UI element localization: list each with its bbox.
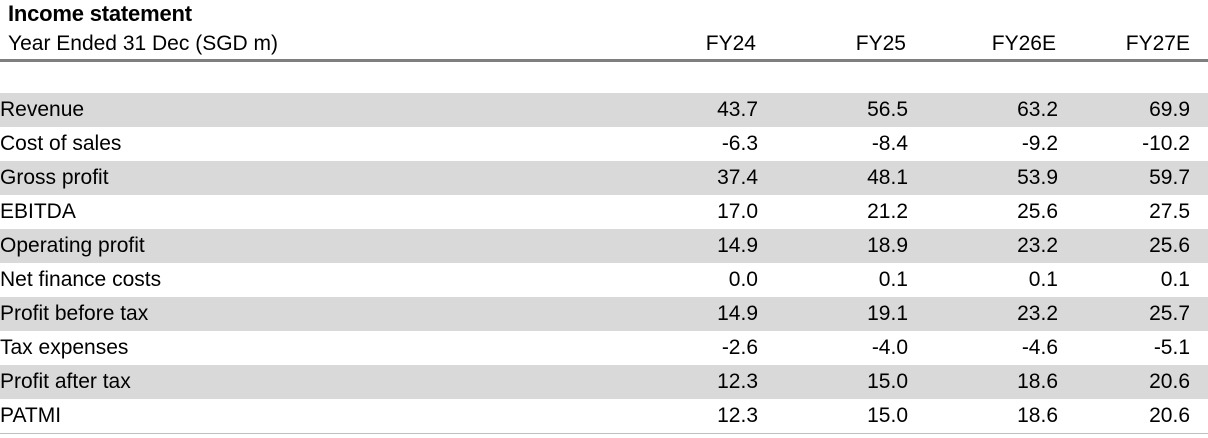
- cell-value: -9.2: [908, 127, 1058, 161]
- cell-value: 12.3: [608, 399, 758, 434]
- cell-value: 56.5: [758, 93, 908, 127]
- column-header-fy26e: FY26E: [908, 28, 1058, 62]
- table-row: PATMI 12.3 15.0 18.6 20.6: [0, 399, 1208, 434]
- row-label: Operating profit: [0, 229, 608, 263]
- cell-value: 18.9: [758, 229, 908, 263]
- table-row: Profit before tax 14.9 19.1 23.2 25.7: [0, 297, 1208, 331]
- table-title: Income statement: [8, 1, 192, 26]
- cell-value: 0.1: [908, 263, 1058, 297]
- cell-value: 69.9: [1058, 93, 1208, 127]
- cell-value: -8.4: [758, 127, 908, 161]
- income-statement-table: Year Ended 31 Dec (SGD m) FY24 FY25 FY26…: [0, 28, 1208, 434]
- row-label: Net finance costs: [0, 263, 608, 297]
- cell-value: 25.6: [1058, 229, 1208, 263]
- table-row: EBITDA 17.0 21.2 25.6 27.5: [0, 195, 1208, 229]
- cell-value: 0.0: [608, 263, 758, 297]
- cell-value: 14.9: [608, 297, 758, 331]
- table-row: Revenue 43.7 56.5 63.2 69.9: [0, 93, 1208, 127]
- cell-value: 53.9: [908, 161, 1058, 195]
- cell-value: 18.6: [908, 365, 1058, 399]
- row-label: Revenue: [0, 93, 608, 127]
- cell-value: 20.6: [1058, 365, 1208, 399]
- column-header-fy25: FY25: [758, 28, 908, 62]
- cell-value: 17.0: [608, 195, 758, 229]
- table-row: Gross profit 37.4 48.1 53.9 59.7: [0, 161, 1208, 195]
- cell-value: 25.7: [1058, 297, 1208, 331]
- cell-value: 20.6: [1058, 399, 1208, 434]
- cell-value: 43.7: [608, 93, 758, 127]
- row-label: Profit after tax: [0, 365, 608, 399]
- cell-value: -10.2: [1058, 127, 1208, 161]
- row-label: Profit before tax: [0, 297, 608, 331]
- table-row: Cost of sales -6.3 -8.4 -9.2 -10.2: [0, 127, 1208, 161]
- cell-value: 59.7: [1058, 161, 1208, 195]
- row-label: EBITDA: [0, 195, 608, 229]
- table-row: Tax expenses -2.6 -4.0 -4.6 -5.1: [0, 331, 1208, 365]
- cell-value: 37.4: [608, 161, 758, 195]
- table-header-row: Year Ended 31 Dec (SGD m) FY24 FY25 FY26…: [0, 28, 1208, 62]
- spacer-row: [0, 60, 1208, 93]
- row-label: Gross profit: [0, 161, 608, 195]
- cell-value: 21.2: [758, 195, 908, 229]
- column-header-fy24: FY24: [608, 28, 758, 62]
- cell-value: 25.6: [908, 195, 1058, 229]
- spacer-cell: [0, 60, 1208, 93]
- row-label: Cost of sales: [0, 127, 608, 161]
- cell-value: 15.0: [758, 399, 908, 434]
- cell-value: -2.6: [608, 331, 758, 365]
- table-row: Operating profit 14.9 18.9 23.2 25.6: [0, 229, 1208, 263]
- table-row: Net finance costs 0.0 0.1 0.1 0.1: [0, 263, 1208, 297]
- cell-value: -4.0: [758, 331, 908, 365]
- cell-value: 48.1: [758, 161, 908, 195]
- column-header-fy27e: FY27E: [1058, 28, 1208, 62]
- row-label: Tax expenses: [0, 331, 608, 365]
- cell-value: 14.9: [608, 229, 758, 263]
- label-column-header: Year Ended 31 Dec (SGD m): [0, 28, 608, 62]
- cell-value: 18.6: [908, 399, 1058, 434]
- table-row: Profit after tax 12.3 15.0 18.6 20.6: [0, 365, 1208, 399]
- cell-value: 27.5: [1058, 195, 1208, 229]
- row-label: PATMI: [0, 399, 608, 434]
- cell-value: 0.1: [758, 263, 908, 297]
- cell-value: -4.6: [908, 331, 1058, 365]
- cell-value: 0.1: [1058, 263, 1208, 297]
- cell-value: 23.2: [908, 297, 1058, 331]
- cell-value: 19.1: [758, 297, 908, 331]
- cell-value: 63.2: [908, 93, 1058, 127]
- cell-value: -5.1: [1058, 331, 1208, 365]
- cell-value: 23.2: [908, 229, 1058, 263]
- cell-value: 12.3: [608, 365, 758, 399]
- cell-value: 15.0: [758, 365, 908, 399]
- cell-value: -6.3: [608, 127, 758, 161]
